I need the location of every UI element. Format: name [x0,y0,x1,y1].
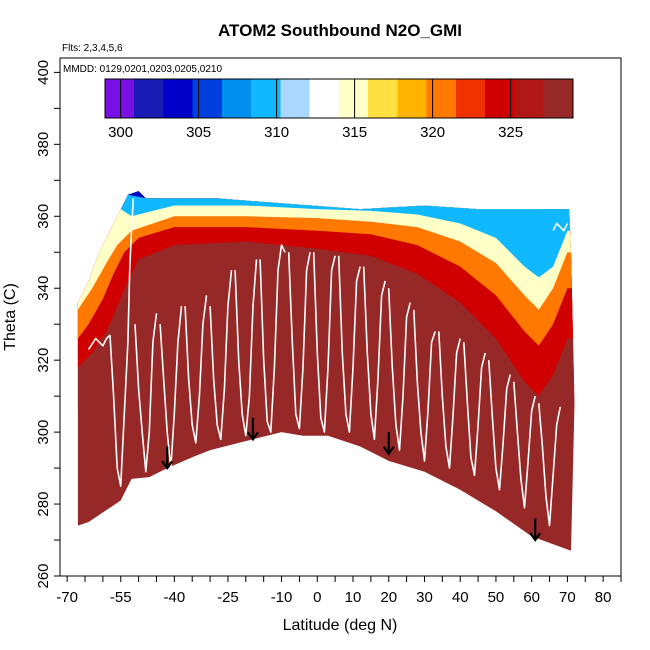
contour-band [77,191,575,310]
flight-track [488,360,511,491]
flight-tracks [87,198,569,527]
arrow-marker [529,518,542,542]
x-tick-label: 80 [595,589,612,606]
y-tick-label: 340 [35,276,52,301]
flight-track [387,288,411,451]
x-tick-label: 20 [380,589,397,606]
chart-title: ATOM2 Southbound N2O_GMI [218,21,462,40]
arrows [161,417,542,542]
flight-track [413,309,436,462]
x-tick-label: 70 [559,589,576,606]
x-axis: -70 -55 -40 -25 -10 0 10 20 30 40 50 60 70 80 [56,576,622,606]
y-tick-label: 300 [35,420,52,445]
y-tick-label: 380 [35,132,52,157]
y-axis-label: Theta (C) [2,283,19,351]
colorbar-ticks: 300 305 310 315 320 325 [108,79,523,141]
x-tick-label: 50 [488,589,505,606]
arrow-marker [161,446,174,470]
flight-track [234,259,258,437]
x-tick-label: -10 [271,589,293,606]
flight-track [362,266,386,441]
flight-track [134,313,158,473]
x-tick-label: -40 [164,589,186,606]
flight-track [87,334,111,350]
colorbar-tick-label: 310 [264,124,289,141]
mmdd-note: MMDD: 0129,0201,0203,0205,0210 [63,64,222,75]
flight-track [552,222,569,232]
colorbar-scale [104,78,574,119]
y-tick-label: 280 [35,492,52,517]
arrow-marker [247,417,259,442]
colorbar-tick-label: 315 [342,124,367,141]
flight-track [513,381,536,509]
flights-note: Flts: 2,3,4,5,6 [62,43,123,54]
contour-band [77,191,575,346]
flight-track [259,244,286,433]
colorbar-tick-label: 320 [420,124,445,141]
x-tick-label: 0 [313,589,321,606]
x-tick-label: 10 [345,589,362,606]
plot-frame [59,57,622,577]
y-tick-label: 360 [35,204,52,229]
x-axis-label: Latitude (deg N) [283,617,398,634]
x-tick-label: -25 [217,589,239,606]
x-tick-label: 40 [452,589,469,606]
colorbar: 300 305 310 315 320 325 [104,78,574,141]
x-tick-label: 60 [523,589,540,606]
flight-track [538,403,562,527]
flight-track [159,306,183,469]
flight-track [209,270,233,441]
y-tick-label: 320 [35,348,52,373]
flight-track [109,198,135,487]
y-tick-label: 400 [35,60,52,85]
flight-track [463,342,486,477]
x-tick-label: 30 [416,589,433,606]
x-tick-label: -70 [56,589,78,606]
flight-track [287,252,311,430]
colorbar-tick-label: 305 [186,124,211,141]
x-tick-label: -55 [110,589,132,606]
flight-track [184,295,208,444]
y-tick-label: 260 [35,563,52,588]
colorbar-tick-label: 300 [108,124,133,141]
flight-track [438,331,461,469]
arrow-marker [382,432,395,456]
flight-track [337,255,361,433]
contour-band [77,191,575,397]
flight-track [312,252,336,433]
y-axis: 260 280 300 320 340 360 380 400 [35,60,60,589]
colorbar-tick-label: 325 [498,124,523,141]
